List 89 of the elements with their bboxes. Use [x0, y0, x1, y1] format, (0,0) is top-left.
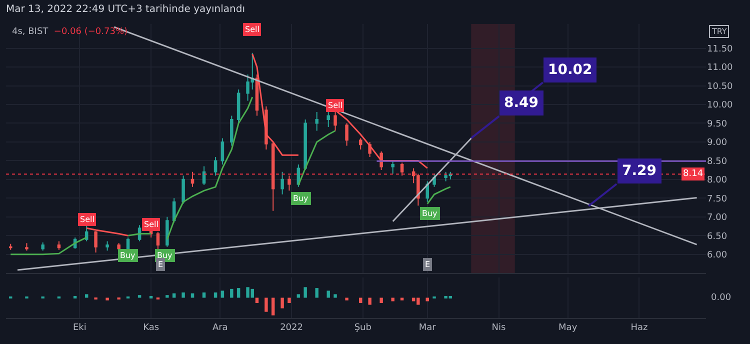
candlestick: [156, 231, 160, 252]
candlestick: [280, 171, 284, 195]
y-tick-label: 10.50: [707, 82, 734, 92]
y-tick-label: 9.50: [707, 119, 728, 130]
candlestick: [57, 240, 61, 250]
candlestick: [190, 171, 194, 188]
y-tick-label: 8.50: [707, 156, 728, 167]
bar: [326, 290, 330, 298]
y-tick-label: 7.00: [707, 213, 728, 224]
bar: [182, 292, 185, 298]
series-label: E: [158, 260, 164, 269]
bar: [334, 294, 337, 298]
ref-line-label: 8.14: [683, 169, 704, 179]
candlestick: [106, 240, 109, 252]
bar: [358, 298, 362, 304]
candlestick: [230, 115, 234, 146]
text: Sell: [80, 215, 94, 224]
candlestick: [166, 216, 169, 248]
bar: [255, 298, 259, 304]
bar: [271, 298, 275, 316]
y-axis-title: TRY: [711, 27, 727, 36]
candlestick: [345, 122, 348, 146]
bar: [230, 288, 234, 298]
candlestick: [220, 138, 224, 165]
annotation: 8.49: [504, 95, 539, 111]
candlestick: [236, 89, 240, 124]
bar: [288, 298, 291, 304]
candlestick: [214, 156, 218, 176]
text: 0.00: [711, 293, 732, 303]
y-tick-label: 6.50: [707, 232, 728, 242]
annotation: 10.02: [548, 62, 592, 78]
series-label: Sell: [144, 220, 158, 229]
y-tick-label: 6.00: [707, 250, 728, 260]
bar: [220, 290, 224, 298]
x-tick-label: Şub: [354, 322, 372, 333]
text: Sell: [245, 25, 260, 34]
bar: [426, 298, 429, 302]
candlestick: [255, 74, 259, 116]
candlestick: [182, 175, 185, 204]
text: Sell: [328, 101, 342, 110]
chart-title: Mar 13, 2022 22:49 UTC+3 tarihinde yayınlandı: [6, 4, 246, 16]
bar: [368, 298, 372, 305]
y-tick-label: 9.00: [707, 138, 728, 148]
y-tick-label: 11.00: [707, 63, 734, 74]
bar: [400, 298, 404, 300]
candlestick: [400, 162, 404, 176]
x-tick-label: Ara: [212, 322, 228, 333]
x-tick-label: Mar: [418, 322, 436, 333]
x-tick-label: Nis: [492, 322, 506, 333]
candlestick: [391, 160, 394, 174]
bar: [315, 288, 318, 298]
bar: [345, 298, 348, 300]
bar: [264, 298, 268, 312]
candlestick: [41, 242, 44, 252]
candlestick: [25, 242, 28, 252]
candlestick: [315, 112, 318, 132]
candlestick: [334, 112, 337, 132]
bar: [280, 298, 284, 308]
chart-subtitle: 4s, BIST: [12, 27, 48, 37]
text: E: [425, 260, 430, 269]
annotation: −0.06 (−0.73%): [54, 27, 128, 37]
y-tick-label: 8.00: [707, 176, 728, 186]
bar: [166, 295, 169, 298]
bar: [296, 294, 300, 298]
candlestick: [94, 230, 98, 253]
x-tick-label: Eki: [72, 322, 86, 333]
bar: [304, 287, 307, 298]
candlestick: [8, 243, 12, 250]
bar: [84, 294, 88, 298]
bar: [391, 298, 394, 302]
x-tick-label: Haz: [630, 322, 648, 333]
bar: [380, 298, 383, 304]
bar: [106, 298, 109, 300]
x-tick-label: May: [558, 322, 578, 333]
candlestick: [358, 138, 362, 150]
x-tick-label: Kas: [143, 322, 160, 333]
y-tick-label: 7.50: [707, 194, 728, 204]
y-tick-label: 11.50: [707, 44, 734, 54]
bar: [149, 296, 153, 298]
candlestick: [432, 173, 436, 188]
bar: [73, 296, 77, 298]
candlestick: [326, 110, 330, 128]
candlestick: [288, 175, 291, 192]
annotation: 7.29: [622, 163, 657, 179]
candlestick: [271, 141, 275, 212]
x-tick-label: 2022: [280, 322, 303, 333]
y-tick-label: 10.00: [707, 100, 734, 111]
bar: [236, 288, 240, 298]
candlestick: [202, 166, 206, 186]
